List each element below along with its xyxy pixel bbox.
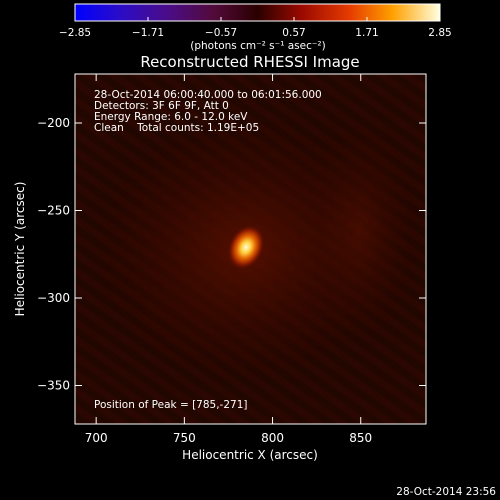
x-tick-label: 700: [85, 431, 108, 445]
peak-position-label: Position of Peak = [785,-271]: [94, 399, 248, 411]
axis-ticks: 700 750 800 850 −200 −250 −300 −350: [37, 74, 426, 445]
y-tick-label: −200: [37, 116, 70, 130]
chart-title: Reconstructed RHESSI Image: [140, 53, 359, 71]
annotation-clean-counts: Clean Total counts: 1.19E+05: [94, 122, 259, 134]
annotation-detectors: Detectors: 3F 6F 9F, Att 0: [94, 100, 229, 112]
heatmap-glow: [300, 120, 420, 340]
y-tick-label: −250: [37, 204, 70, 218]
annotation-time-range: 28-Oct-2014 06:00:40.000 to 06:01:56.000: [94, 89, 322, 101]
x-tick-label: 850: [349, 431, 372, 445]
colorbar-ticks: −2.85 −1.71 −0.57 0.57 1.71 2.85: [59, 17, 452, 39]
colorbar-tick-label: −1.71: [132, 27, 164, 39]
x-tick-label: 800: [261, 431, 284, 445]
colorbar-tick-label: −0.57: [205, 27, 237, 39]
colorbar-tick-label: −2.85: [59, 27, 91, 39]
y-tick-label: −350: [37, 379, 70, 393]
x-tick-label: 750: [173, 431, 196, 445]
x-axis-label: Heliocentric X (arcsec): [182, 448, 318, 462]
y-tick-label: −300: [37, 291, 70, 305]
annotation-energy-range: Energy Range: 6.0 - 12.0 keV: [94, 111, 248, 123]
colorbar-tick-label: 1.71: [355, 27, 378, 39]
colorbar-tick-label: 0.57: [282, 27, 305, 39]
flare-source-peak: [226, 224, 266, 271]
y-axis-label: Heliocentric Y (arcsec): [13, 182, 27, 317]
plot-frame: [74, 73, 427, 425]
colorbar: [74, 3, 441, 22]
timestamp: 28-Oct-2014 23:56: [396, 486, 496, 498]
plot-area: [75, 74, 426, 424]
colorbar-label: (photons cm⁻² s⁻¹ asec⁻²): [190, 40, 325, 52]
colorbar-tick-label: 2.85: [428, 27, 451, 39]
